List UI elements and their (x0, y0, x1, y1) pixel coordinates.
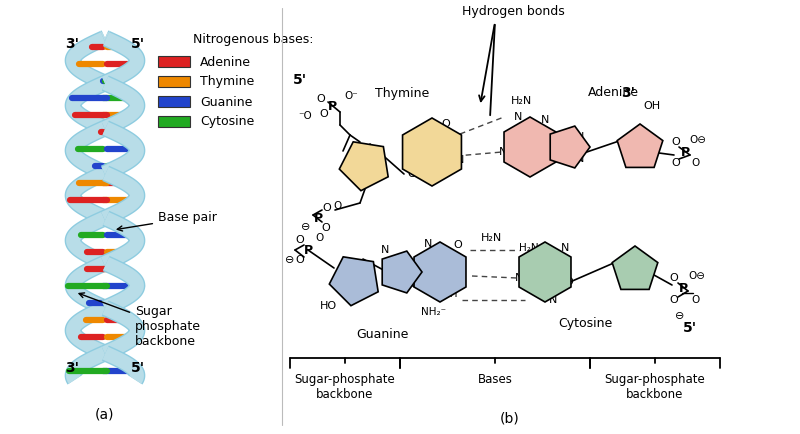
Text: O⁻: O⁻ (344, 91, 358, 101)
Text: N: N (541, 115, 549, 125)
Text: N: N (515, 273, 523, 283)
Text: 5': 5' (293, 73, 307, 87)
Text: O: O (408, 169, 416, 179)
Text: ⊖: ⊖ (675, 311, 685, 321)
Text: N: N (404, 259, 412, 269)
Text: ⁻O: ⁻O (298, 111, 312, 121)
Text: O: O (672, 137, 680, 147)
Polygon shape (339, 142, 388, 191)
Text: NH: NH (543, 257, 558, 267)
Text: Cytosine: Cytosine (200, 115, 254, 128)
Text: 5': 5' (131, 37, 145, 51)
Text: 3': 3' (65, 361, 79, 375)
Text: NH: NH (442, 289, 458, 299)
Polygon shape (382, 251, 422, 293)
Text: O: O (692, 295, 700, 305)
Text: 3': 3' (621, 86, 635, 100)
Text: O⊖: O⊖ (689, 271, 706, 281)
Text: Sugar-phosphate
backbone: Sugar-phosphate backbone (605, 373, 706, 401)
Text: N: N (408, 275, 416, 285)
Text: ⊖: ⊖ (286, 255, 294, 265)
Text: O: O (454, 240, 462, 250)
Polygon shape (612, 246, 658, 289)
Text: N: N (576, 132, 584, 142)
Text: Cytosine: Cytosine (558, 318, 612, 331)
Text: Sugar
phosphate
backbone: Sugar phosphate backbone (79, 293, 201, 348)
Text: Thymine: Thymine (200, 76, 254, 89)
Bar (158, 96, 190, 107)
Text: O: O (317, 94, 326, 104)
Text: N: N (514, 112, 522, 122)
Text: P: P (303, 243, 313, 256)
Text: N: N (440, 275, 448, 285)
Text: N: N (424, 239, 432, 249)
Polygon shape (504, 117, 556, 177)
Text: N: N (532, 158, 540, 168)
Text: O: O (692, 158, 700, 168)
Text: O: O (622, 146, 630, 156)
Polygon shape (330, 257, 378, 306)
Text: P: P (678, 282, 687, 295)
Text: O⊖: O⊖ (690, 135, 706, 145)
Text: 3': 3' (65, 37, 79, 51)
Polygon shape (617, 124, 663, 168)
Text: O: O (320, 109, 328, 119)
Text: O: O (365, 273, 374, 283)
Text: N: N (576, 154, 584, 164)
Text: Guanine: Guanine (200, 95, 252, 108)
Bar (158, 116, 190, 127)
Text: O: O (672, 158, 680, 168)
Text: ⊖: ⊖ (302, 222, 310, 232)
Text: Base pair: Base pair (118, 211, 217, 231)
Text: OH: OH (643, 101, 661, 111)
Text: Guanine: Guanine (356, 328, 408, 341)
Polygon shape (550, 126, 590, 168)
Text: N: N (456, 155, 464, 165)
Text: N: N (499, 147, 507, 157)
Text: O: O (334, 201, 342, 211)
Bar (158, 56, 190, 67)
Text: (a): (a) (95, 408, 114, 422)
Text: O: O (442, 119, 450, 129)
Text: Hydrogen bonds: Hydrogen bonds (462, 6, 564, 19)
Bar (158, 76, 190, 87)
Text: 5': 5' (131, 361, 145, 375)
Text: O: O (322, 223, 330, 233)
Text: NH: NH (402, 143, 418, 153)
Text: O: O (296, 255, 304, 265)
Text: P: P (681, 145, 690, 158)
Text: O: O (670, 273, 678, 283)
Text: (b): (b) (500, 411, 520, 425)
Text: H₂N: H₂N (482, 233, 502, 243)
Text: Bases: Bases (478, 373, 513, 386)
Text: Adenine: Adenine (587, 85, 638, 99)
Text: H₂N: H₂N (511, 96, 533, 106)
Text: P: P (314, 211, 322, 224)
Text: O: O (316, 233, 324, 243)
Text: O: O (374, 158, 383, 168)
Text: O: O (565, 277, 574, 287)
Text: N: N (561, 243, 569, 253)
Text: O: O (296, 235, 304, 245)
Text: Nitrogenous bases:: Nitrogenous bases: (193, 33, 314, 46)
Text: Adenine: Adenine (200, 56, 251, 69)
Polygon shape (402, 118, 462, 186)
Text: O: O (617, 268, 626, 278)
Text: P: P (327, 101, 337, 114)
Text: HO: HO (320, 301, 337, 311)
Text: H₂N: H₂N (519, 243, 539, 253)
Text: Thymine: Thymine (375, 88, 429, 101)
Polygon shape (414, 242, 466, 302)
Polygon shape (519, 242, 571, 302)
Text: N: N (432, 169, 440, 179)
Text: O: O (322, 203, 331, 213)
Text: Sugar-phosphate
backbone: Sugar-phosphate backbone (294, 373, 395, 401)
Text: O: O (670, 295, 678, 305)
Text: 5': 5' (683, 321, 697, 335)
Text: NH₂⁻: NH₂⁻ (422, 307, 446, 317)
Text: N: N (381, 245, 389, 255)
Text: N: N (549, 295, 557, 305)
